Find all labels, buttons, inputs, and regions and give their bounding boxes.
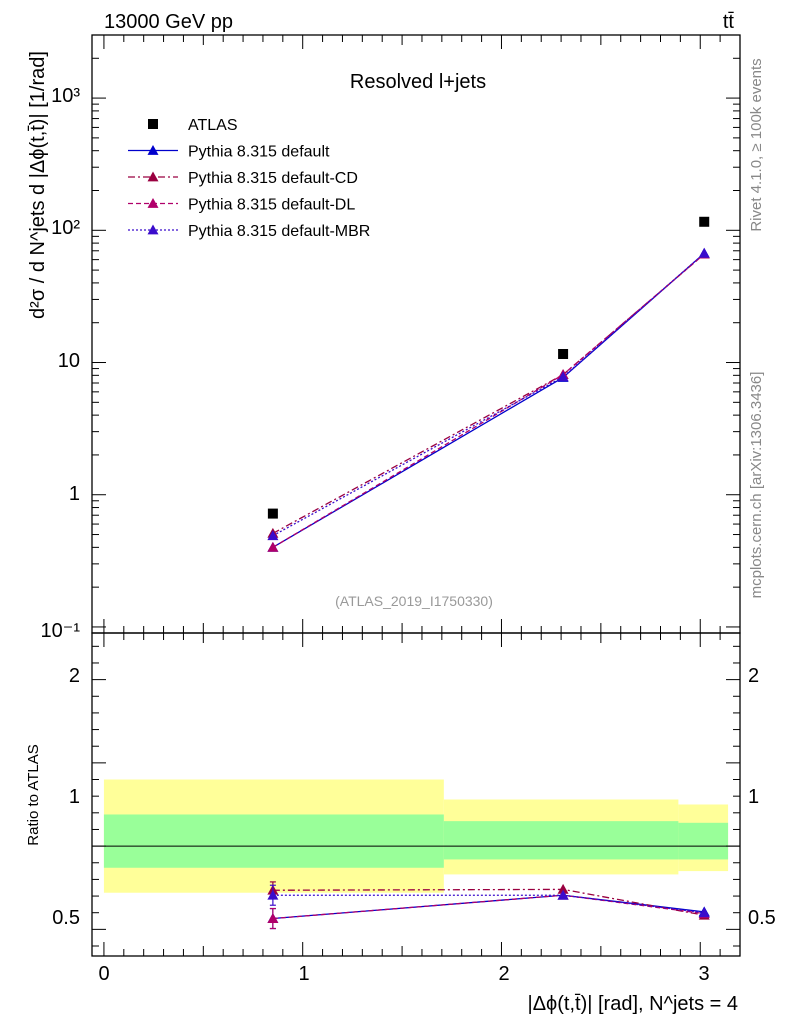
x-tick-label-2: 2 xyxy=(498,963,509,985)
series-marker-4 xyxy=(698,247,710,258)
legend-marker-atlas xyxy=(148,119,158,129)
ratio-uncertainty-bands xyxy=(103,779,729,893)
ratio-marker-3 xyxy=(267,889,279,900)
panel-title: Resolved l+jets xyxy=(350,71,486,93)
ratio-plot-frame xyxy=(91,632,741,957)
ratio-y-axis-title: Ratio to ATLAS xyxy=(25,744,42,845)
ratio-line-1 xyxy=(272,888,705,916)
ratio-line-2 xyxy=(272,894,705,920)
legend-label-2: Pythia 8.315 default-CD xyxy=(188,170,358,187)
x-axis-title: |Δϕ(t,t̄)| [rad], N^jets = 4 xyxy=(528,993,739,1015)
main-series-markers xyxy=(267,216,710,552)
x-tick-label-0: 0 xyxy=(98,963,109,985)
x-tick-label-3: 3 xyxy=(698,963,709,985)
series-line-2 xyxy=(272,253,705,534)
atlas-data-point xyxy=(699,216,710,227)
ratio-y-tick-label-1: 1 xyxy=(69,786,80,808)
legend-label-0: ATLAS xyxy=(188,117,238,134)
legend-marker-2 xyxy=(147,171,159,182)
y-tick-label-100: 10² xyxy=(51,217,80,239)
ratio-y-tick-label-2: 2 xyxy=(69,665,80,687)
legend-marker-3 xyxy=(147,198,159,208)
y-tick-label-10: 10 xyxy=(58,350,80,372)
ratio-band-green-1 xyxy=(443,821,679,860)
series-line-3 xyxy=(272,253,705,548)
y-tick-label-1000: 10³ xyxy=(51,85,80,107)
energy-label: 13000 GeV pp xyxy=(104,11,233,33)
atlas-data-point xyxy=(558,348,569,359)
legend-marker-4 xyxy=(147,224,159,235)
ratio-marker-1 xyxy=(557,883,569,894)
atlas-data-point xyxy=(267,508,278,519)
ratio-line-0 xyxy=(272,894,705,920)
ratio-band-green-0 xyxy=(103,814,444,868)
ratio-series-lines xyxy=(272,888,705,920)
main-series-lines xyxy=(272,252,705,548)
ratio-y-tick-label-0.5: 0.5 xyxy=(52,907,80,929)
series-marker-4 xyxy=(557,371,569,382)
y-tick-label-0.1: 10⁻¹ xyxy=(41,620,81,642)
legend: ATLAS Pythia 8.315 default Pythia 8.315 de… xyxy=(128,117,370,240)
ratio-series-markers xyxy=(267,881,710,930)
ratio-marker-2 xyxy=(267,913,279,923)
ratio-band-green-2 xyxy=(678,822,729,860)
rivet-version-label: Rivet 4.1.0, ≥ 100k events xyxy=(748,58,765,231)
series-marker-3 xyxy=(267,541,279,552)
legend-label-3: Pythia 8.315 default-DL xyxy=(188,197,355,214)
ratio-y-tick-label-1-right: 1 xyxy=(748,786,759,808)
x-tick-label-1: 1 xyxy=(298,963,309,985)
mcplots-source-label: mcplots.cern.ch [arXiv:1306.3436] xyxy=(748,372,765,599)
process-label: tt̄ xyxy=(723,11,735,33)
y-tick-label-1: 1 xyxy=(69,483,80,505)
main-y-axis-title: d²σ / d N^jets d |Δϕ(t,t̄)| [1/rad] xyxy=(27,51,49,319)
ratio-marker-3 xyxy=(557,889,569,900)
ratio-y-tick-label-0.5-right: 0.5 xyxy=(748,907,776,929)
legend-label-4: Pythia 8.315 default-MBR xyxy=(188,223,370,240)
series-line-4 xyxy=(272,252,705,537)
ratio-line-3 xyxy=(272,894,705,914)
analysis-label: (ATLAS_2019_I1750330) xyxy=(335,593,493,609)
axis-ticks xyxy=(92,34,741,956)
ratio-marker-3 xyxy=(698,907,710,918)
series-line-1 xyxy=(272,252,705,548)
legend-marker-1 xyxy=(147,145,159,155)
series-marker-4 xyxy=(267,530,279,541)
legend-label-1: Pythia 8.315 default xyxy=(188,144,330,161)
ratio-y-tick-label-2-right: 2 xyxy=(748,665,759,687)
